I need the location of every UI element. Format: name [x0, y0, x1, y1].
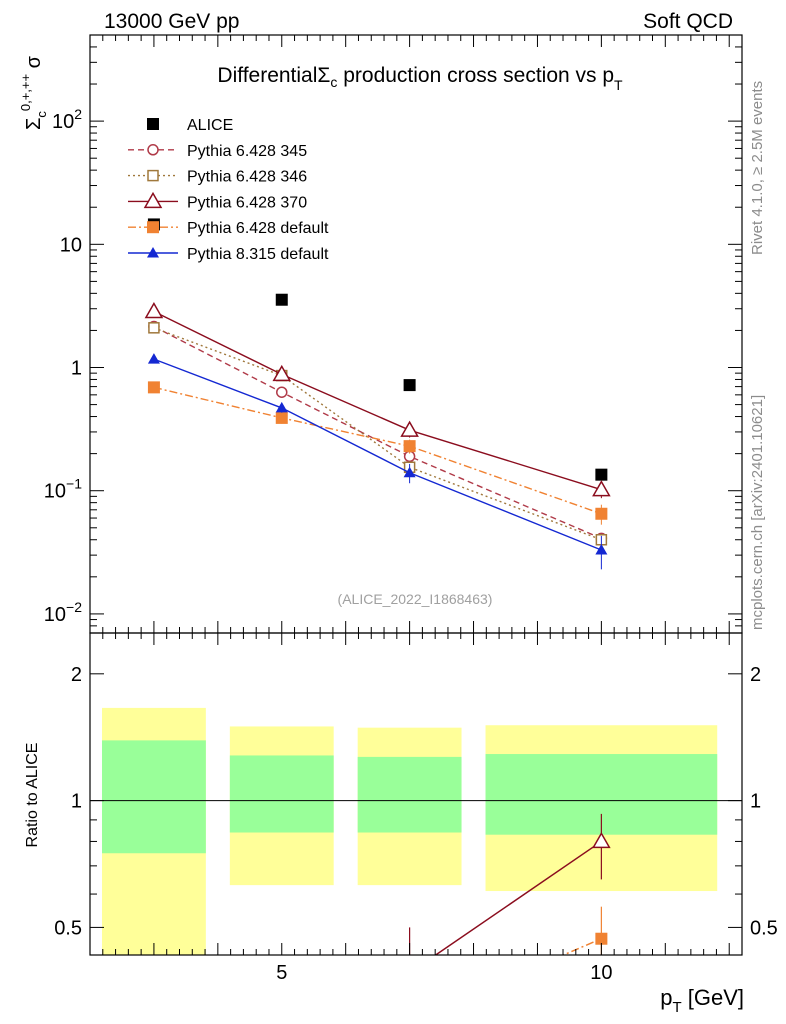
main-point-5-0 — [147, 353, 160, 364]
legend-marker-4 — [147, 221, 159, 234]
ratio-point-0-0 — [402, 965, 418, 979]
legend: ALICE Pythia 6.428 345 Pythia 6.428 346 Pyt… — [128, 117, 329, 263]
ratio-y-tick-right-1: 1 — [750, 791, 761, 813]
main-point-4-2 — [403, 440, 416, 453]
ratio-frame — [89, 632, 743, 956]
legend-marker-5 — [147, 247, 159, 258]
mcplots-label: mcplots.cern.ch [arXiv:2401.10621] — [749, 395, 766, 630]
ratio-bands — [90, 707, 742, 955]
main-point-4-1 — [275, 411, 288, 424]
legend-marker-1 — [147, 144, 159, 156]
x-axis-label-p: p — [660, 985, 672, 1010]
ratio-layer — [402, 813, 611, 1024]
rivet-label: Rivet 4.1.0, ≥ 2.5M events — [749, 81, 766, 255]
main-point-1-1 — [276, 386, 288, 398]
main-ylabel-tail: σ — [23, 55, 45, 74]
ratio-y-tick-right-0: 0.5 — [750, 917, 778, 939]
plot-title-symbol: Σ — [317, 64, 330, 87]
main-point-0-1 — [275, 293, 288, 306]
main-ylabel-symbol: Σ — [23, 118, 45, 130]
main-line-3 — [153, 310, 602, 491]
legend-label-1: Pythia 6.428 345 — [187, 143, 307, 160]
legend-label-3: Pythia 6.428 370 — [187, 194, 307, 211]
ratio-y-tick-left-1: 1 — [71, 791, 82, 813]
y-tick-label-2: 1 — [71, 358, 82, 380]
y-tick-label-0: 10−2 — [44, 599, 82, 626]
main-line-1 — [153, 325, 602, 540]
plot-title-symbol-sub: c — [330, 74, 337, 90]
main-ylabel-sup: 0,+,++ — [18, 74, 33, 111]
ratio-y-tick-left-2: 2 — [71, 664, 82, 686]
ratio-ylabel: Ratio to ALICE — [24, 743, 41, 848]
ratio-y-tick-left-0: 0.5 — [54, 917, 82, 939]
legend-label-4: Pythia 6.428 default — [187, 220, 329, 237]
legend-label-2: Pythia 6.428 346 — [187, 169, 307, 186]
main-line-2 — [153, 327, 602, 541]
main-ylabel: Σc0,+,++ σ — [18, 55, 49, 130]
header-right: Soft QCD — [643, 10, 733, 33]
main-point-0-3 — [595, 468, 608, 481]
main-point-3-1 — [272, 364, 292, 382]
plot-title: DifferentialΣc production cross section … — [217, 64, 623, 93]
x-tick-label-1: 10 — [590, 962, 612, 984]
ratio-line-0 — [434, 840, 602, 955]
ratio-point-0-1 — [592, 831, 611, 849]
legend-marker-2 — [147, 169, 159, 182]
plot-title-rest-sub: T — [614, 77, 623, 93]
main-line-5 — [153, 358, 602, 551]
band-green-2 — [357, 756, 462, 833]
x-tick-label-0: 5 — [276, 962, 287, 984]
x-axis-label-sub: T — [672, 999, 681, 1016]
ratio-y-tick-right-2: 2 — [750, 664, 761, 686]
main-point-5-1 — [275, 401, 288, 413]
x-axis-label: pT [GeV] — [660, 985, 744, 1016]
ratio-point-1-0 — [404, 1015, 416, 1024]
main-point-4-0 — [147, 381, 160, 394]
main-point-5-2 — [403, 466, 416, 478]
main-point-5-3 — [595, 544, 608, 555]
legend-marker-0 — [147, 118, 159, 130]
main-point-0-2 — [403, 379, 416, 392]
main-line-4 — [153, 386, 602, 515]
band-green-0 — [102, 740, 206, 854]
ratio-line-1 — [561, 938, 602, 955]
axes-layer: 5 10 10−2 10−1 1 10 102 0.5 0.5 1 1 2 2 — [44, 34, 778, 984]
main-layer — [144, 218, 611, 570]
y-tick-label-4: 102 — [52, 106, 82, 133]
x-axis-label-unit: [GeV] — [682, 985, 744, 1010]
legend-label-5: Pythia 8.315 default — [187, 246, 329, 263]
main-point-3-2 — [400, 420, 419, 437]
ratio-series-group — [402, 813, 611, 1024]
main-point-3-0 — [144, 301, 164, 319]
plot-title-rest: production cross section vs p — [337, 64, 614, 87]
header-left: 13000 GeV pp — [104, 10, 239, 33]
main-point-4-3 — [595, 507, 608, 520]
y-tick-label-3: 10 — [60, 234, 82, 256]
main-point-3-3 — [592, 480, 611, 497]
main-ylabel-sub: c — [34, 111, 49, 118]
legend-label-0: ALICE — [187, 117, 233, 134]
legend-marker-3 — [143, 191, 163, 209]
analysis-id: (ALICE_2022_I1868463) — [338, 591, 493, 607]
band-green-1 — [229, 755, 334, 833]
y-tick-label-1: 10−1 — [44, 476, 82, 503]
plot-title-main: Differential — [217, 64, 317, 87]
main-point-2-0 — [148, 322, 160, 334]
ratio-point-1-1 — [595, 932, 608, 945]
